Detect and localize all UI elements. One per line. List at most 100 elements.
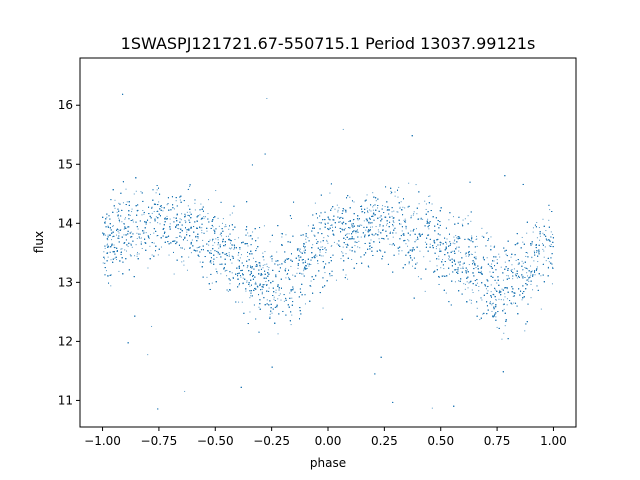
data-point bbox=[266, 97, 268, 99]
data-point bbox=[118, 237, 120, 239]
data-point bbox=[552, 233, 554, 235]
data-point bbox=[490, 284, 492, 286]
data-point bbox=[232, 276, 234, 278]
data-point bbox=[262, 252, 264, 254]
data-point bbox=[431, 203, 433, 205]
data-point bbox=[175, 217, 177, 219]
data-point bbox=[372, 234, 374, 236]
data-point bbox=[221, 222, 223, 224]
data-point bbox=[246, 267, 248, 269]
data-point bbox=[500, 299, 502, 301]
data-point bbox=[490, 291, 492, 293]
data-point bbox=[123, 228, 125, 230]
data-point bbox=[552, 266, 554, 268]
data-point bbox=[494, 289, 496, 291]
data-point bbox=[155, 192, 157, 194]
data-point bbox=[314, 202, 316, 204]
data-point bbox=[149, 233, 151, 235]
data-point bbox=[428, 228, 430, 230]
data-point bbox=[382, 205, 384, 207]
data-point bbox=[429, 195, 431, 197]
data-point bbox=[540, 275, 542, 277]
data-point bbox=[221, 235, 223, 237]
data-point bbox=[514, 273, 516, 275]
data-point bbox=[218, 247, 220, 249]
data-point bbox=[367, 212, 369, 214]
data-point bbox=[475, 284, 477, 286]
data-point bbox=[498, 253, 500, 255]
data-point bbox=[303, 268, 305, 270]
data-point bbox=[351, 225, 353, 227]
data-point bbox=[234, 239, 236, 241]
data-point bbox=[241, 301, 243, 303]
data-point bbox=[443, 268, 445, 270]
data-point bbox=[345, 274, 347, 276]
data-point bbox=[208, 244, 210, 246]
data-point bbox=[372, 206, 374, 208]
data-point bbox=[420, 217, 422, 219]
data-point bbox=[310, 264, 312, 266]
data-point bbox=[288, 276, 290, 278]
data-point bbox=[131, 211, 133, 213]
data-point bbox=[143, 213, 145, 215]
data-point bbox=[516, 277, 518, 279]
data-point bbox=[408, 182, 410, 184]
data-point bbox=[153, 242, 155, 244]
data-point bbox=[330, 225, 332, 226]
data-point bbox=[239, 248, 241, 250]
data-point bbox=[493, 260, 495, 262]
data-point bbox=[448, 219, 450, 221]
data-point bbox=[398, 253, 400, 255]
data-point bbox=[226, 275, 228, 277]
data-point bbox=[310, 280, 312, 282]
data-point bbox=[190, 252, 192, 254]
data-point bbox=[365, 229, 367, 231]
data-point bbox=[417, 276, 419, 278]
data-point bbox=[496, 326, 498, 328]
data-point bbox=[345, 243, 347, 245]
data-point bbox=[277, 298, 279, 300]
data-point bbox=[103, 251, 105, 253]
data-point bbox=[354, 250, 356, 252]
data-point bbox=[345, 234, 347, 236]
data-point bbox=[271, 312, 273, 314]
data-point bbox=[283, 300, 285, 302]
data-point bbox=[348, 220, 350, 222]
data-point bbox=[373, 234, 375, 236]
data-point bbox=[533, 250, 535, 252]
data-point bbox=[468, 255, 470, 257]
data-point bbox=[471, 289, 473, 291]
data-point bbox=[545, 230, 547, 232]
data-point bbox=[549, 240, 551, 242]
data-point bbox=[156, 235, 158, 237]
data-point bbox=[475, 238, 477, 240]
data-point bbox=[247, 245, 249, 247]
data-point bbox=[517, 263, 519, 265]
data-point bbox=[393, 221, 395, 223]
data-point bbox=[448, 258, 450, 260]
data-point bbox=[454, 281, 456, 283]
data-point bbox=[125, 217, 127, 219]
data-point bbox=[470, 299, 472, 301]
data-point bbox=[225, 225, 227, 227]
data-point bbox=[378, 238, 380, 240]
data-point bbox=[501, 338, 503, 340]
data-point bbox=[527, 275, 529, 277]
data-point bbox=[180, 219, 182, 221]
data-point bbox=[262, 267, 264, 269]
data-point bbox=[317, 263, 319, 265]
data-point bbox=[228, 255, 230, 257]
data-point bbox=[326, 239, 328, 241]
data-point bbox=[216, 256, 218, 258]
data-point bbox=[531, 270, 533, 272]
data-point bbox=[341, 223, 343, 225]
data-point bbox=[247, 232, 249, 234]
data-point bbox=[216, 272, 218, 274]
data-point bbox=[140, 237, 142, 239]
data-point bbox=[173, 208, 175, 210]
data-point bbox=[151, 325, 153, 327]
data-point bbox=[258, 306, 260, 308]
data-point bbox=[206, 230, 208, 232]
data-point bbox=[531, 243, 533, 245]
data-point bbox=[120, 229, 122, 231]
